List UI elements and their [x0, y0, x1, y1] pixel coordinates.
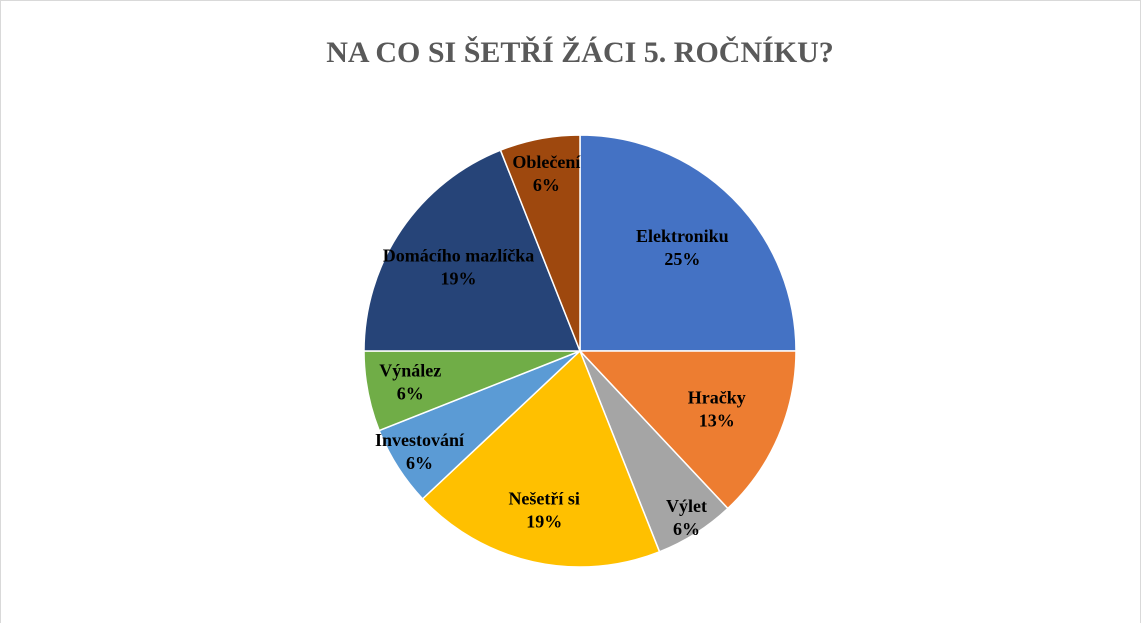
slice-value: 19%	[441, 269, 477, 289]
pie-slice	[579, 134, 797, 352]
slice-label: Domácího mazlíčka	[383, 246, 534, 266]
slice-value: 6%	[533, 175, 560, 195]
slice-label: Oblečení	[512, 152, 581, 172]
slice-label: Hračky	[688, 387, 746, 407]
slice-label: Nešetří si	[508, 488, 579, 508]
slice-value: 19%	[526, 511, 562, 531]
pie-slice	[421, 349, 661, 568]
slice-value: 6%	[673, 519, 700, 539]
slice-value: 13%	[699, 410, 735, 430]
slice-value: 6%	[397, 384, 424, 404]
slice-label: Investování	[375, 430, 465, 450]
slice-label: Elektroniku	[636, 226, 729, 246]
pie-slice	[499, 134, 581, 352]
slice-label: Výlet	[666, 496, 707, 516]
chart-title: NA CO SI ŠETŘÍ ŽÁCI 5. ROČNÍKU?	[326, 36, 834, 69]
slice-value: 6%	[406, 453, 433, 473]
slice-label: Výnález	[379, 361, 441, 381]
slice-value: 25%	[664, 249, 700, 269]
pie-slice	[578, 350, 797, 510]
pie-slice	[363, 149, 582, 352]
